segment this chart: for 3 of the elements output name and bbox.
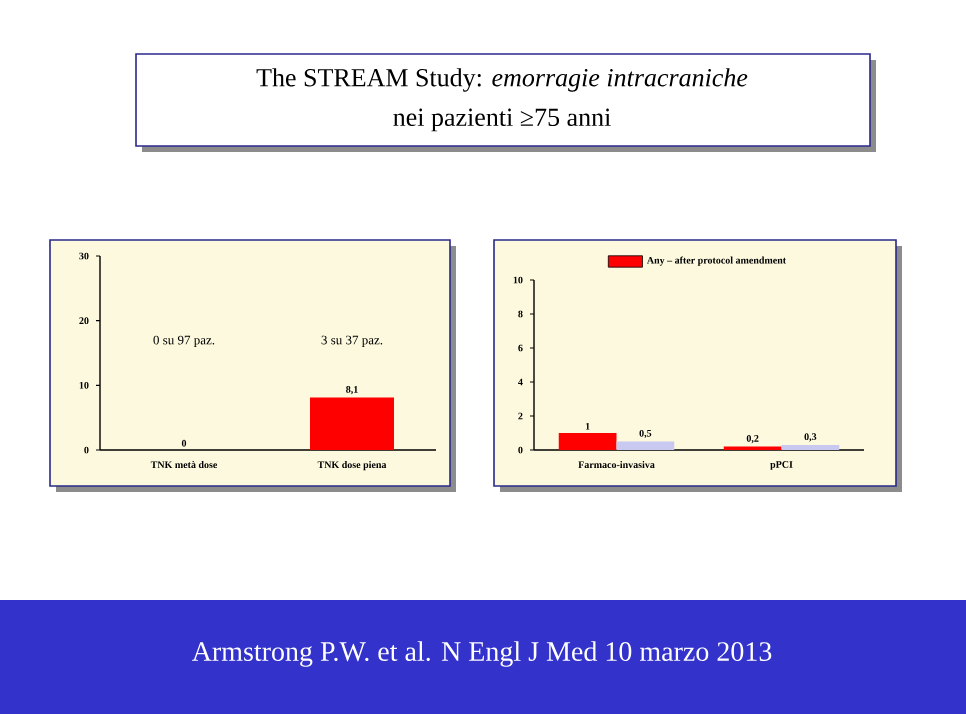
text: Armstrong P.W. et al. N Engl J Med 10 marzo 2013 <box>191 641 772 667</box>
text: nei pazienti ≥75 anni <box>393 108 611 132</box>
text: The STREAM Study: emorragie intracraniche <box>256 68 748 92</box>
